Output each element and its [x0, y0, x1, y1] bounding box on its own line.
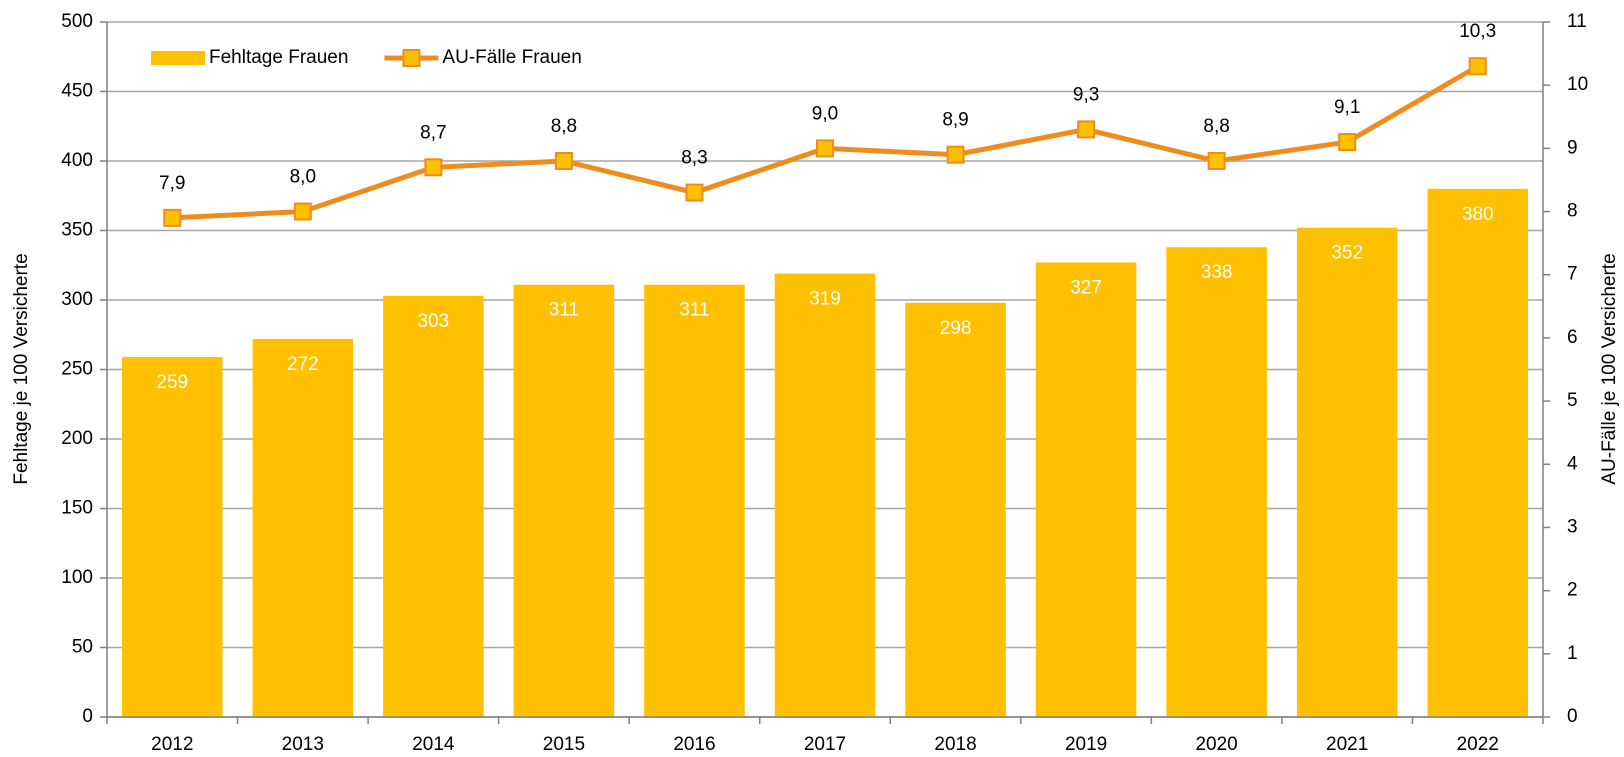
y2-tick-label: 10 [1567, 74, 1588, 95]
x-tick-label: 2021 [1326, 734, 1368, 755]
bar-value-label: 272 [287, 354, 319, 375]
line-marker [163, 208, 182, 227]
y-tick-label: 100 [61, 567, 93, 588]
x-tick-label: 2018 [934, 734, 976, 755]
y2-tick-label: 8 [1567, 201, 1578, 222]
y2-tick-label: 3 [1567, 516, 1578, 537]
x-tick-label: 2022 [1457, 734, 1499, 755]
line-marker [424, 158, 443, 177]
line-marker [816, 139, 834, 158]
bar-value-label: 380 [1462, 204, 1494, 225]
legend-label: AU-Fälle Frauen [442, 47, 581, 68]
x-tick-label: 2012 [151, 734, 193, 755]
bar-value-label: 311 [549, 300, 579, 321]
line-marker [1338, 133, 1357, 152]
line-marker [685, 183, 704, 202]
bar [774, 273, 876, 717]
line-value-label: 10,3 [1459, 21, 1496, 42]
legend-marker [402, 49, 421, 67]
y-tick-label: 500 [61, 11, 93, 32]
y-tick-label: 200 [61, 428, 93, 449]
y-tick-label: 450 [61, 81, 93, 102]
bar [513, 284, 615, 717]
line-value-label: 7,9 [159, 173, 185, 194]
bar [1035, 262, 1137, 717]
line-value-label: 9,0 [812, 103, 838, 124]
y-axis-title: Fehltage je 100 Versicherte [11, 253, 32, 484]
x-tick-label: 2013 [282, 734, 324, 755]
y2-tick-label: 4 [1567, 453, 1578, 474]
y-tick-label: 250 [61, 359, 93, 380]
bar [252, 338, 354, 717]
y-tick-label: 350 [61, 220, 93, 241]
y2-tick-label: 6 [1567, 327, 1578, 348]
y2-tick-label: 0 [1567, 706, 1578, 727]
x-tick-label: 2015 [543, 734, 585, 755]
y2-tick-label: 7 [1567, 264, 1578, 285]
line-marker [554, 152, 573, 170]
bar-value-label: 338 [1201, 262, 1233, 283]
bar-value-label: 311 [679, 300, 709, 321]
y2-tick-label: 1 [1567, 643, 1578, 664]
line-marker [946, 145, 965, 164]
bar-value-label: 303 [418, 311, 450, 332]
line-marker [1207, 152, 1226, 170]
line-value-label: 9,1 [1334, 97, 1360, 118]
bar-value-label: 327 [1070, 277, 1102, 298]
bar [122, 356, 223, 717]
y2-axis-title: AU-Fälle je 100 Versicherte [1599, 253, 1620, 484]
legend-label: Fehltage Frauen [209, 47, 348, 68]
line-value-label: 8,0 [290, 167, 316, 188]
line-value-label: 8,7 [420, 122, 446, 143]
bar-value-label: 352 [1331, 243, 1363, 264]
legend-swatch [151, 51, 205, 65]
y2-tick-label: 5 [1567, 390, 1578, 411]
x-tick-label: 2017 [804, 734, 846, 755]
x-tick-label: 2016 [673, 734, 715, 755]
line-value-label: 8,9 [942, 110, 968, 131]
bar-value-label: 298 [940, 318, 972, 339]
line-value-label: 8,3 [681, 148, 707, 169]
bar-value-label: 259 [156, 372, 188, 393]
y2-tick-label: 2 [1567, 580, 1578, 601]
line-marker [293, 202, 312, 221]
line-marker [1468, 57, 1487, 76]
y-tick-label: 400 [61, 150, 93, 171]
bar [383, 295, 484, 717]
line-value-label: 8,8 [1203, 116, 1229, 137]
y-tick-label: 150 [61, 498, 93, 519]
y-tick-label: 0 [82, 706, 93, 727]
y2-tick-label: 9 [1567, 137, 1578, 158]
bar [905, 302, 1006, 717]
bar [644, 284, 745, 717]
bar [1166, 247, 1267, 717]
line-value-label: 9,3 [1073, 84, 1099, 105]
y-tick-label: 50 [72, 637, 93, 658]
x-tick-label: 2020 [1195, 734, 1237, 755]
line-marker [1077, 120, 1096, 139]
bar [1296, 227, 1398, 717]
x-tick-label: 2019 [1065, 734, 1107, 755]
bar-value-label: 319 [809, 289, 841, 310]
y2-tick-label: 11 [1567, 11, 1587, 32]
x-tick-label: 2014 [412, 734, 455, 755]
line-value-label: 8,8 [551, 116, 577, 137]
y-tick-label: 300 [61, 289, 93, 310]
bar [1427, 188, 1528, 718]
